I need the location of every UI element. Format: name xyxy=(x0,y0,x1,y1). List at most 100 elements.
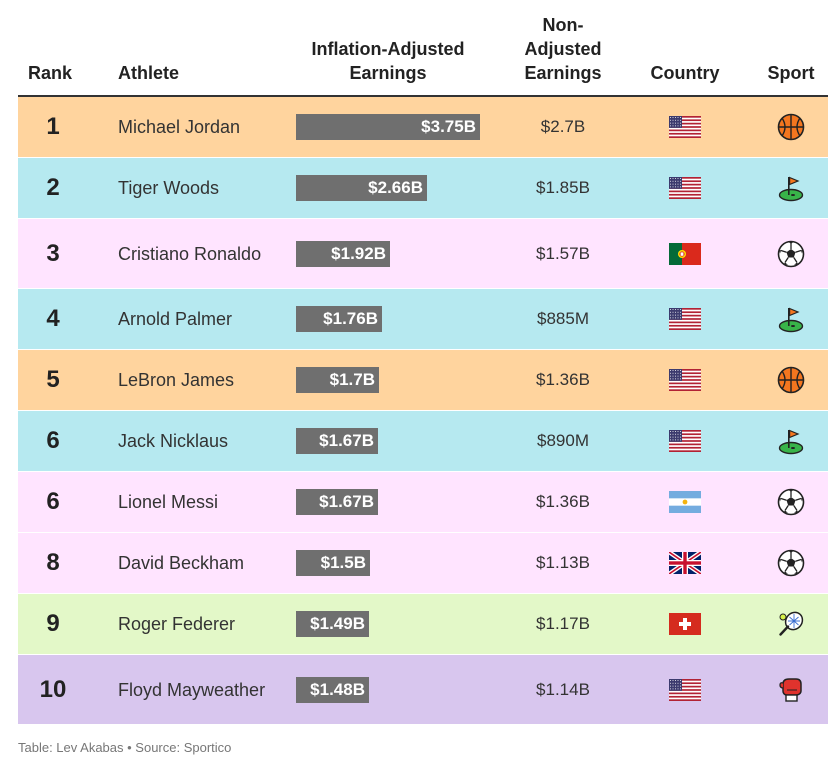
earnings-bar-cell: $3.75B xyxy=(296,97,486,157)
usa-flag-icon xyxy=(669,116,701,138)
earnings-bar: $1.7B xyxy=(296,367,379,393)
header-inflation-adjusted: Inflation-Adjusted Earnings xyxy=(296,37,480,85)
golf-icon xyxy=(777,427,805,455)
rank-cell: 10 xyxy=(39,675,67,703)
rank-cell: 5 xyxy=(46,366,60,393)
sport-cell xyxy=(758,411,824,471)
earnings-bar-cell: $2.66B xyxy=(296,158,486,218)
tennis-icon xyxy=(777,610,805,638)
non-adjusted-cell: $885M xyxy=(537,309,589,328)
table-row: 9 Roger Federer $1.49B $1.17B xyxy=(18,594,828,655)
sport-cell xyxy=(758,289,824,349)
athlete-cell: Tiger Woods xyxy=(118,178,220,198)
country-cell xyxy=(640,158,730,218)
earnings-bar: $1.76B xyxy=(296,306,382,332)
earnings-bar-cell: $1.48B xyxy=(296,655,486,724)
sport-cell xyxy=(758,655,824,724)
table-row: 6 Lionel Messi $1.67B $1.36B xyxy=(18,472,828,533)
non-adjusted-cell: $890M xyxy=(537,431,589,450)
country-cell xyxy=(640,350,730,410)
soccer-icon xyxy=(777,549,805,577)
table-row: 3 Cristiano Ronaldo $1.92B $1.57B xyxy=(18,219,828,289)
earnings-bar-cell: $1.7B xyxy=(296,350,486,410)
basketball-icon xyxy=(777,113,805,141)
table-row: 10 Floyd Mayweather $1.48B $1.14B xyxy=(18,655,828,725)
athlete-cell: Roger Federer xyxy=(118,614,236,634)
header-rank: Rank xyxy=(28,63,73,83)
golf-icon xyxy=(777,305,805,333)
sport-cell xyxy=(758,533,824,593)
country-cell xyxy=(640,533,730,593)
non-adjusted-cell: $1.17B xyxy=(536,614,590,633)
rank-cell: 1 xyxy=(46,113,60,140)
header-athlete: Athlete xyxy=(118,63,180,83)
sport-cell xyxy=(758,158,824,218)
header-inflation-line1: Inflation-Adjusted xyxy=(311,39,465,59)
usa-flag-icon xyxy=(669,369,701,391)
table-row: 8 David Beckham $1.5B $1.13B xyxy=(18,533,828,594)
earnings-bar: $2.66B xyxy=(296,175,427,201)
earnings-bar-cell: $1.5B xyxy=(296,533,486,593)
table-row: 6 Jack Nicklaus $1.67B $890M xyxy=(18,411,828,472)
country-cell xyxy=(640,219,730,288)
non-adjusted-cell: $1.14B xyxy=(536,679,590,699)
athlete-cell: LeBron James xyxy=(118,370,235,390)
earnings-bar-label: $1.7B xyxy=(329,370,375,389)
athlete-cell: Floyd Mayweather xyxy=(118,679,266,700)
basketball-icon xyxy=(777,366,805,394)
uk-flag-icon xyxy=(669,552,701,574)
sport-cell xyxy=(758,219,824,288)
earnings-bar: $1.48B xyxy=(296,676,369,703)
country-cell xyxy=(640,411,730,471)
athlete-cell: Jack Nicklaus xyxy=(118,431,229,451)
non-adjusted-cell: $1.13B xyxy=(536,553,590,572)
athlete-cell: David Beckham xyxy=(118,553,245,573)
athlete-cell: Cristiano Ronaldo xyxy=(118,243,262,264)
sport-cell xyxy=(758,350,824,410)
rank-cell: 8 xyxy=(46,549,60,576)
non-adjusted-cell: $1.57B xyxy=(536,243,590,263)
earnings-table: Rank Athlete Inflation-Adjusted Earnings… xyxy=(18,0,828,725)
header-country: Country xyxy=(650,63,720,83)
table-body: 1 Michael Jordan $3.75B $2.7B 2 Tiger Woods $2… xyxy=(18,97,828,725)
usa-flag-icon xyxy=(669,308,701,330)
rank-cell: 6 xyxy=(46,427,60,454)
boxing-icon xyxy=(777,676,805,704)
earnings-bar-cell: $1.67B xyxy=(296,411,486,471)
country-cell xyxy=(640,97,730,157)
earnings-bar-label: $2.66B xyxy=(368,178,423,197)
rank-cell: 2 xyxy=(46,174,60,201)
athlete-cell: Arnold Palmer xyxy=(118,309,233,329)
header-non-adjusted: Non- Adjusted Earnings xyxy=(513,13,613,85)
rank-cell: 9 xyxy=(46,610,60,637)
header-sport: Sport xyxy=(767,63,815,83)
rank-cell: 3 xyxy=(46,239,60,267)
non-adjusted-cell: $1.36B xyxy=(536,370,590,389)
earnings-bar: $1.49B xyxy=(296,611,369,637)
non-adjusted-cell: $2.7B xyxy=(540,117,586,136)
athlete-cell: Michael Jordan xyxy=(118,117,241,137)
header-inflation-line2: Earnings xyxy=(349,63,427,83)
rank-cell: 6 xyxy=(46,488,60,515)
earnings-bar-label: $1.48B xyxy=(310,679,365,699)
table-row: 1 Michael Jordan $3.75B $2.7B xyxy=(18,97,828,158)
argentina-flag-icon xyxy=(669,491,701,513)
earnings-bar-label: $3.75B xyxy=(421,117,476,136)
earnings-bar-label: $1.92B xyxy=(331,243,386,263)
country-cell xyxy=(640,594,730,654)
country-cell xyxy=(640,289,730,349)
switzerland-flag-icon xyxy=(669,613,701,635)
earnings-bar-cell: $1.67B xyxy=(296,472,486,532)
earnings-bar-label: $1.67B xyxy=(319,492,374,511)
sport-cell xyxy=(758,97,824,157)
athlete-cell: Lionel Messi xyxy=(118,492,219,512)
earnings-bar-cell: $1.49B xyxy=(296,594,486,654)
usa-flag-icon xyxy=(669,430,701,452)
golf-icon xyxy=(777,174,805,202)
header-nonadj-line2: Adjusted xyxy=(524,39,602,59)
table-header: Rank Athlete Inflation-Adjusted Earnings… xyxy=(18,0,828,97)
footer-credit: Table: Lev Akabas • Source: Sportico xyxy=(18,740,232,755)
soccer-icon xyxy=(777,240,805,268)
portugal-flag-icon xyxy=(669,242,701,265)
table-row: 2 Tiger Woods $2.66B $1.85B xyxy=(18,158,828,219)
